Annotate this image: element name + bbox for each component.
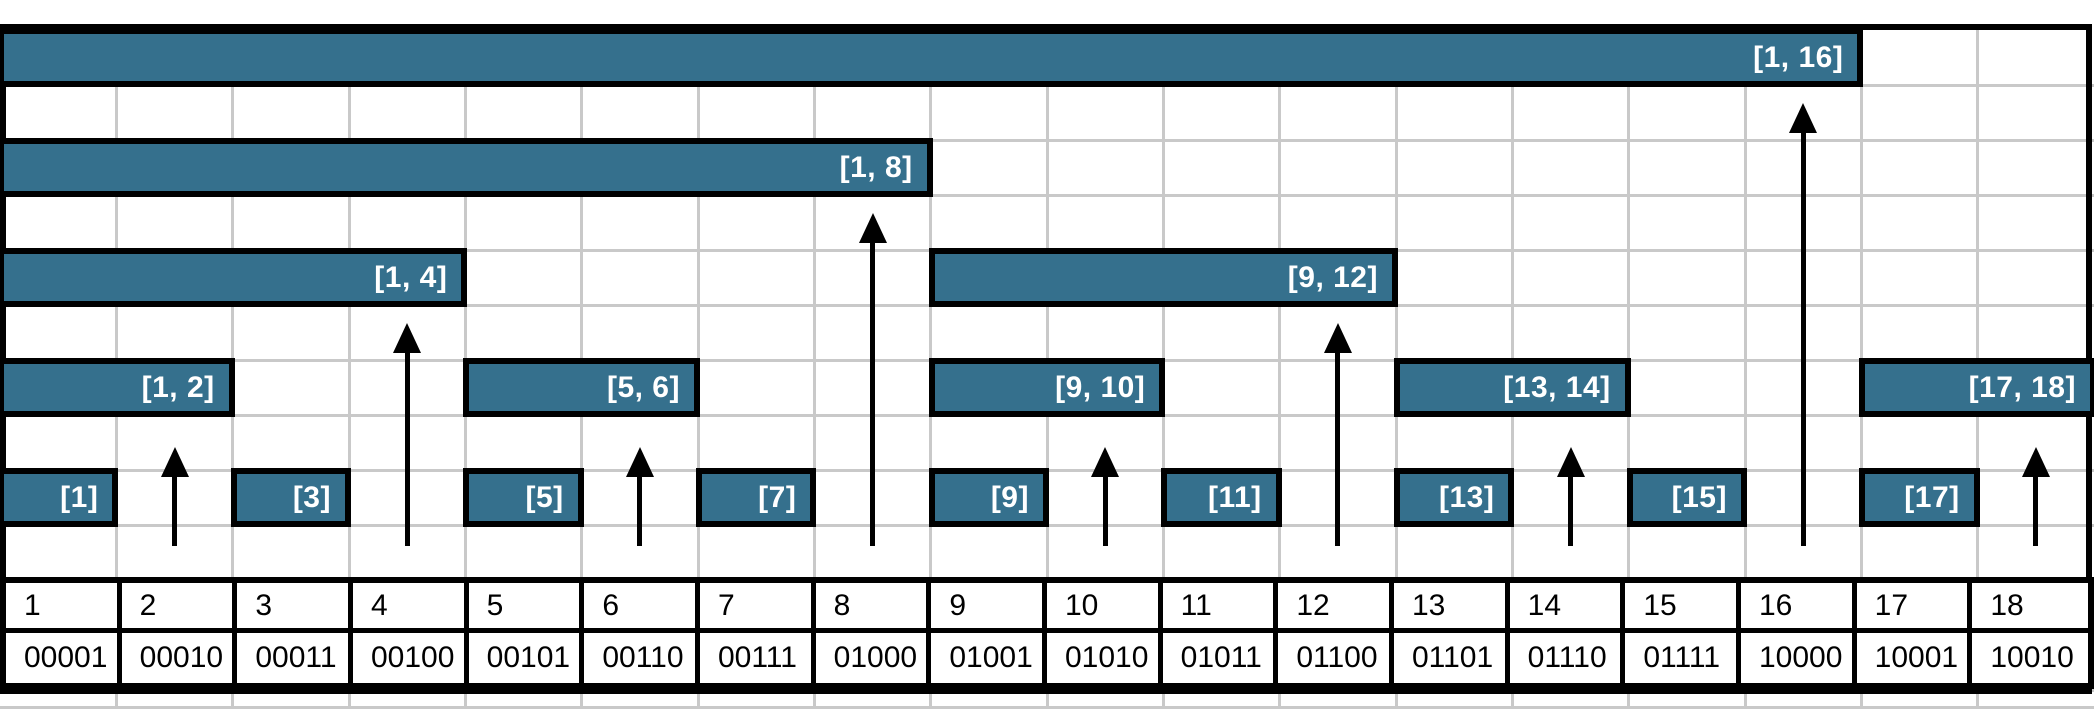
index-cell: 3	[237, 583, 353, 633]
index-cell: 13	[1393, 583, 1510, 633]
up-arrow-head-icon	[1091, 447, 1120, 477]
interval-label: [1, 2]	[141, 370, 215, 404]
interval-bar: [3]	[230, 468, 351, 527]
binary-cell: 00010	[121, 633, 238, 683]
up-arrow-head-icon	[625, 447, 654, 477]
up-arrow-shaft	[1102, 473, 1108, 546]
binary-cell: 00101	[468, 633, 585, 683]
interval-label: [9, 10]	[1055, 370, 1146, 404]
up-arrow-shaft	[637, 473, 643, 546]
interval-bar: [11]	[1161, 468, 1282, 527]
binary-cell: 00100	[352, 633, 469, 683]
interval-bar: [5]	[463, 468, 584, 527]
up-arrow-shaft	[2033, 473, 2039, 546]
binary-cell: 01000	[815, 633, 932, 683]
interval-bar: [9, 12]	[928, 248, 1398, 307]
interval-bar: [9, 10]	[928, 358, 1166, 417]
up-arrow-shaft	[404, 349, 410, 546]
up-arrow-head-icon	[393, 323, 422, 353]
grid-line	[0, 193, 2094, 197]
index-cell: 1	[6, 583, 122, 633]
interval-bar: [13, 14]	[1394, 358, 1631, 417]
interval-label: [1, 16]	[1753, 40, 1844, 74]
index-cell: 8	[815, 583, 932, 633]
index-cell: 14	[1509, 583, 1626, 633]
index-cell: 7	[699, 583, 816, 633]
binary-cell: 01111	[1625, 633, 1741, 683]
binary-cell: 00110	[584, 633, 700, 683]
interval-bar: [1]	[0, 468, 119, 527]
up-arrow-head-icon	[1323, 323, 1352, 353]
index-cell: 15	[1625, 583, 1741, 633]
interval-bar: [5, 6]	[463, 358, 700, 417]
interval-label: [7]	[758, 480, 797, 514]
interval-bar: [1, 8]	[0, 138, 933, 197]
interval-label: [17]	[1904, 480, 1960, 514]
binary-cell: 00011	[237, 633, 353, 683]
interval-label: [5, 6]	[606, 370, 680, 404]
up-arrow-shaft	[1335, 349, 1341, 546]
grid-line	[812, 30, 816, 707]
interval-bar: [13]	[1394, 468, 1515, 527]
up-arrow-head-icon	[1556, 447, 1585, 477]
grid-line	[0, 705, 2094, 709]
up-arrow-head-icon	[160, 447, 189, 477]
binary-cell: 01010	[1046, 633, 1163, 683]
interval-bar: [9]	[928, 468, 1049, 527]
interval-bar: [7]	[696, 468, 817, 527]
index-cell: 12	[1278, 583, 1394, 633]
binary-cell: 01011	[1162, 633, 1279, 683]
interval-label: [3]	[292, 480, 331, 514]
up-arrow-shaft	[172, 473, 177, 546]
interval-label: [13, 14]	[1503, 370, 1611, 404]
index-cell: 18	[1972, 583, 2088, 633]
grid-line	[0, 138, 2094, 142]
index-cell: 17	[1856, 583, 1973, 633]
interval-label: [17, 18]	[1968, 370, 2076, 404]
grid-line	[1743, 30, 1747, 707]
up-arrow-head-icon	[858, 213, 887, 243]
binary-cell: 00111	[699, 633, 816, 683]
interval-label: [1]	[60, 480, 99, 514]
interval-label: [1, 8]	[839, 150, 913, 184]
index-table: 1 2 3 4 5 6 7 8 9 10 11 12 13 14 15 16 17 18 00001 00010 000…	[0, 577, 2094, 689]
index-cell: 6	[584, 583, 700, 633]
index-cell: 11	[1162, 583, 1279, 633]
interval-label: [13]	[1438, 480, 1495, 514]
binary-cell: 10000	[1740, 633, 1857, 683]
up-arrow-shaft	[1800, 129, 1806, 546]
binary-cell: 00001	[6, 633, 122, 683]
interval-label: [9, 12]	[1287, 260, 1378, 294]
interval-label: [11]	[1207, 480, 1262, 514]
binary-cell: 01001	[931, 633, 1047, 683]
index-cell: 2	[121, 583, 238, 633]
interval-label: [5]	[525, 480, 564, 514]
index-cell: 16	[1740, 583, 1857, 633]
interval-bar: [1, 2]	[0, 358, 235, 417]
binary-cell: 10010	[1972, 633, 2088, 683]
up-arrow-head-icon	[1789, 103, 1818, 133]
up-arrow-shaft	[1568, 473, 1573, 546]
up-arrow-head-icon	[2021, 447, 2050, 477]
index-cell: 5	[468, 583, 585, 633]
up-arrow-shaft	[870, 239, 875, 546]
binary-cell: 01110	[1509, 633, 1626, 683]
binary-cell: 01100	[1278, 633, 1394, 683]
interval-label: [15]	[1671, 480, 1727, 514]
interval-bar: [15]	[1626, 468, 1747, 527]
index-cell: 4	[352, 583, 469, 633]
interval-label: [1, 4]	[374, 260, 448, 294]
interval-label: [9]	[990, 480, 1029, 514]
interval-bar: [1, 4]	[0, 248, 468, 307]
grid-line	[347, 30, 351, 707]
interval-bar: [17]	[1859, 468, 1980, 527]
binary-cell: 01101	[1393, 633, 1510, 683]
interval-bar: [17, 18]	[1859, 358, 2094, 417]
interval-bar: [1, 16]	[0, 28, 1864, 87]
index-cell: 9	[931, 583, 1047, 633]
grid-line	[1278, 30, 1282, 707]
index-cell: 10	[1046, 583, 1163, 633]
binary-cell: 10001	[1856, 633, 1973, 683]
